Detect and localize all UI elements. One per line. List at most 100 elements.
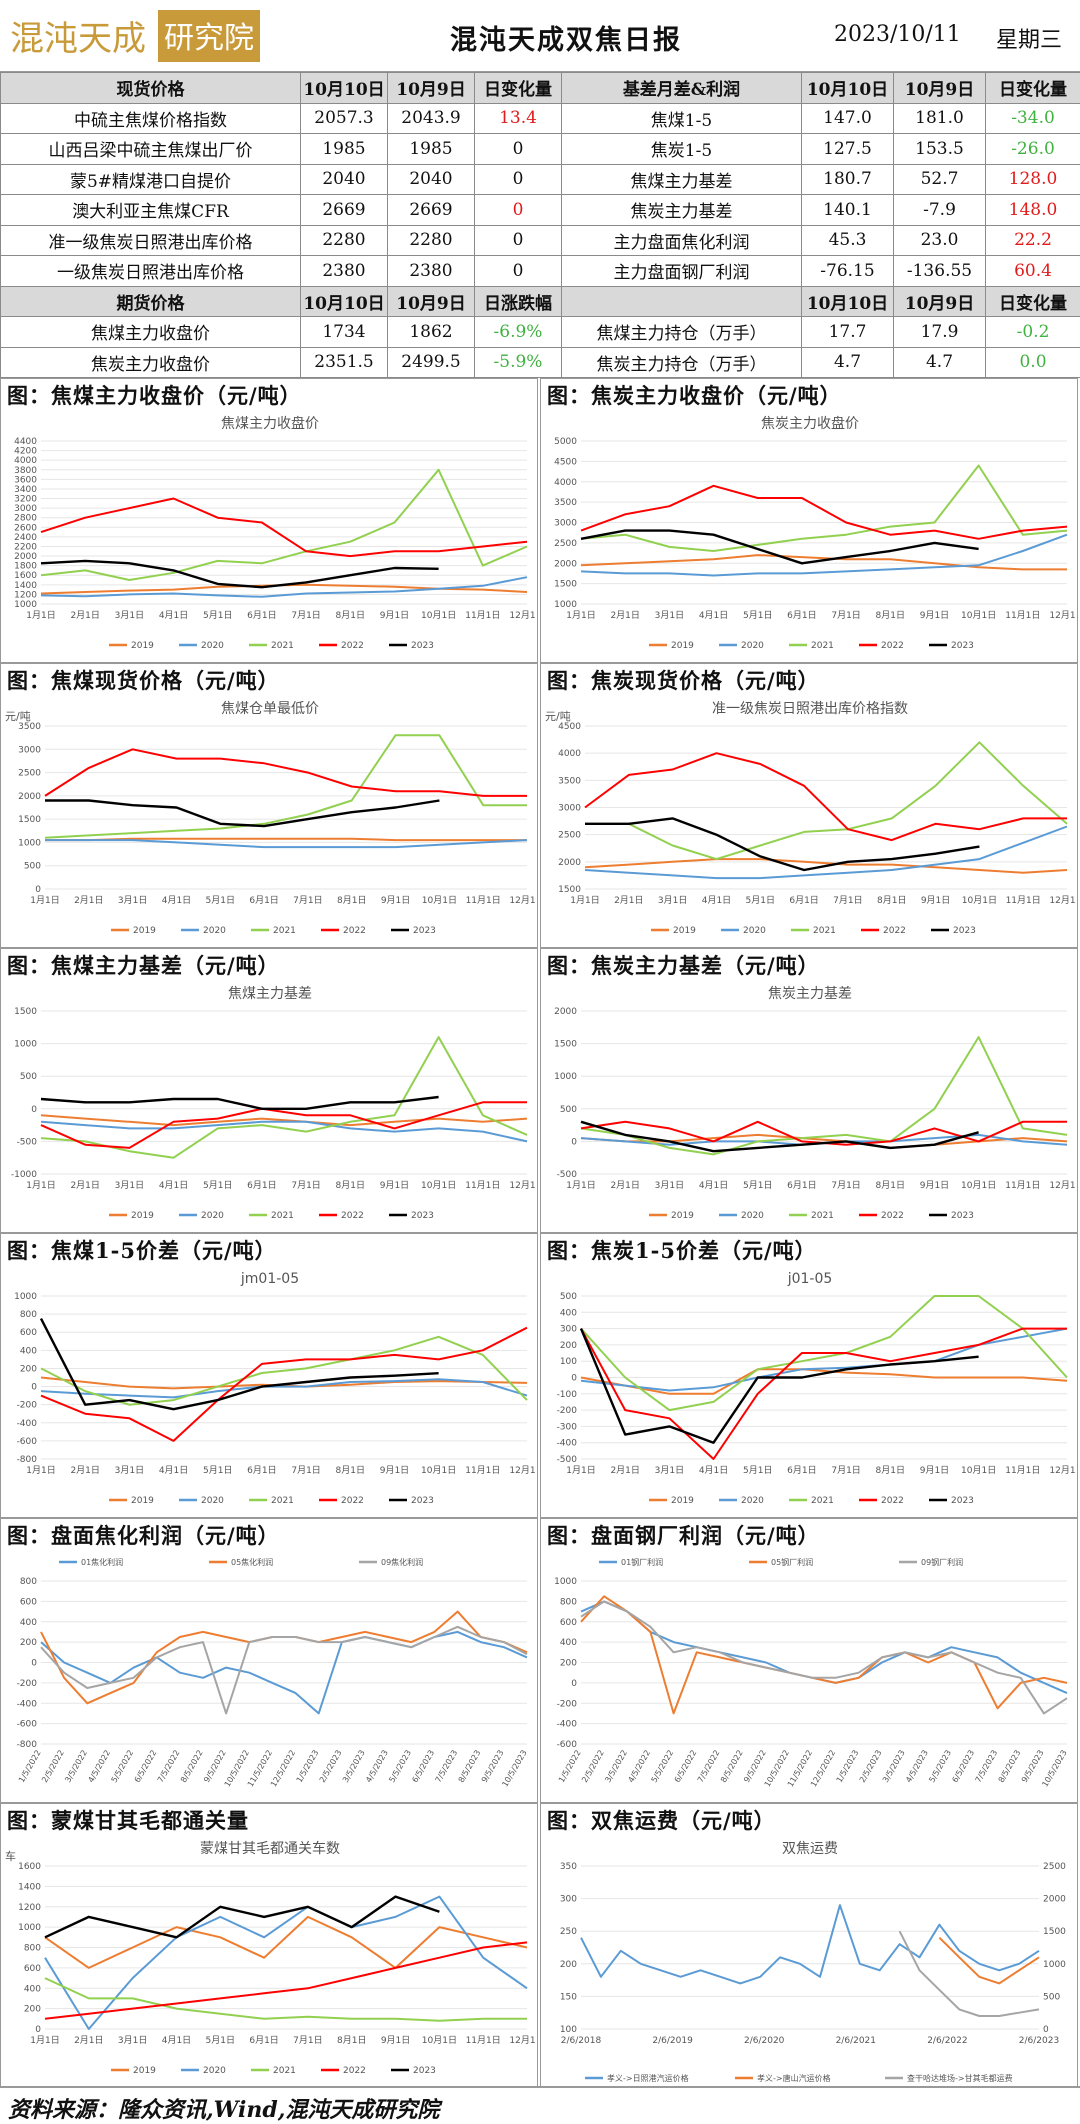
x-tick-label: 6月1日 xyxy=(789,895,818,906)
y-tick-label: 1600 xyxy=(18,1862,41,1872)
section-title: 图：焦煤主力收盘价（元/吨） xyxy=(7,380,302,410)
y-tick-label: 200 xyxy=(24,2005,41,2015)
y-tick-label: 1000 xyxy=(554,600,577,610)
header-cell: 10月10日 xyxy=(301,73,388,104)
y-tick-label: 1800 xyxy=(14,562,37,572)
y2-tick-label: 0 xyxy=(1043,2025,1049,2035)
series-line-查干哈达堆场->甘其毛都运费 xyxy=(900,1931,1039,2016)
x-tick-label: 11月1日 xyxy=(1006,895,1041,906)
y-tick-label: 4200 xyxy=(14,447,37,457)
series-line-2021 xyxy=(41,1037,527,1158)
y-tick-label: 2500 xyxy=(554,539,577,549)
x-tick-label: 3月1日 xyxy=(655,610,684,621)
section-title: 图：焦炭现货价格（元/吨） xyxy=(547,665,820,695)
legend-label: 2019 xyxy=(673,926,696,936)
chart-title: jm01-05 xyxy=(240,1271,299,1287)
chart-section-coke-spread: 图：焦炭1-5价差（元/吨）j01-05-500-400-300-200-100… xyxy=(540,1233,1078,1518)
header-cell xyxy=(562,286,802,317)
y-tick-label: 0 xyxy=(571,1679,577,1689)
series-line-2023 xyxy=(45,1897,439,1938)
table-cell: -7.9 xyxy=(894,195,986,226)
legend-label: 2020 xyxy=(201,641,224,651)
legend-label: 2022 xyxy=(881,1211,904,1221)
table-cell: 52.7 xyxy=(894,164,986,195)
x-tick-label: 7月1日 xyxy=(831,1465,860,1476)
series-line-2020 xyxy=(41,577,527,597)
table-cell: 2280 xyxy=(388,225,475,256)
table-cell: 127.5 xyxy=(802,134,894,165)
x-tick-label: 12月1日 xyxy=(509,610,538,621)
table-cell: 2351.5 xyxy=(301,347,388,378)
y-tick-label: -200 xyxy=(557,1699,578,1709)
legend-label: 2022 xyxy=(881,641,904,651)
y2-tick-label: 1000 xyxy=(1043,1960,1066,1970)
x-tick-label: 10月1日 xyxy=(961,610,996,621)
y-tick-label: 4000 xyxy=(554,478,577,488)
x-tick-label: 5月1日 xyxy=(746,895,775,906)
series-line-2020 xyxy=(41,1122,527,1142)
x-tick-label: 4/5/2022 xyxy=(626,1749,652,1785)
x-tick-label: 4月1日 xyxy=(702,895,731,906)
y-tick-label: 400 xyxy=(24,1984,41,1994)
legend-label: 2019 xyxy=(671,1496,694,1506)
x-tick-label: 12月1日 xyxy=(509,2035,538,2046)
table-cell: 焦炭1-5 xyxy=(562,134,802,165)
y-tick-label: 600 xyxy=(20,1597,37,1607)
header-cell: 10月10日 xyxy=(802,73,894,104)
legend-label: 2021 xyxy=(273,2066,296,2076)
header-cell: 期货价格 xyxy=(1,286,301,317)
x-tick-label: 8月1日 xyxy=(876,610,905,621)
x-tick-label: 1月1日 xyxy=(26,1465,55,1476)
chart-coke-close: 焦炭主力收盘价100015002000250030003500400045005… xyxy=(541,411,1078,663)
x-tick-label: 9月1日 xyxy=(381,895,410,906)
chart-title: 准一级焦炭日照港出库价格指数 xyxy=(712,701,908,717)
x-tick-label: 11月1日 xyxy=(465,1180,500,1191)
x-tick-label: 2/6/2020 xyxy=(744,2036,785,2046)
y-tick-label: 1400 xyxy=(18,1882,41,1892)
y-tick-label: 600 xyxy=(24,1964,41,1974)
x-tick-label: 6月1日 xyxy=(247,610,276,621)
y-tick-label: 400 xyxy=(20,1618,37,1628)
y-tick-label: 4500 xyxy=(558,722,581,732)
legend-label: 2021 xyxy=(811,1211,834,1221)
legend-label: 2019 xyxy=(131,1211,154,1221)
chart-coking-coal-spread: jm01-05-800-600-400-20002004006008001000… xyxy=(1,1266,538,1518)
table-cell: -6.9% xyxy=(475,317,562,348)
y-tick-label: 2000 xyxy=(554,559,577,569)
x-tick-label: 5月1日 xyxy=(743,1465,772,1476)
x-tick-label: 6月1日 xyxy=(787,610,816,621)
y-tick-label: 3200 xyxy=(14,495,37,505)
legend-label: 2019 xyxy=(133,926,156,936)
y-tick-label: 1000 xyxy=(554,1072,577,1082)
header-cell: 10月10日 xyxy=(802,286,894,317)
y-tick-label: -300 xyxy=(557,1422,578,1432)
x-tick-label: 9月1日 xyxy=(920,610,949,621)
x-tick-label: 11月1日 xyxy=(1005,1465,1040,1476)
x-tick-label: 1月1日 xyxy=(30,895,59,906)
table-cell: 2043.9 xyxy=(388,103,475,134)
series-line-2023 xyxy=(41,1097,439,1109)
footer: 资料来源：隆众资讯,Wind,混沌天成研究院 xyxy=(0,2086,1080,2122)
legend-label: 2021 xyxy=(813,926,836,936)
y-tick-label: 3600 xyxy=(14,475,37,485)
table-cell: 0 xyxy=(475,164,562,195)
table-cell: 17.9 xyxy=(894,317,986,348)
chart-title: 焦炭主力收盘价 xyxy=(761,415,859,432)
x-tick-label: 2/5/2022 xyxy=(40,1749,66,1785)
y-tick-label: 400 xyxy=(560,1308,577,1318)
y-tick-label: -400 xyxy=(557,1720,578,1730)
table-cell: 2040 xyxy=(388,164,475,195)
x-tick-label: 5/5/2022 xyxy=(110,1749,136,1785)
x-tick-label: 2月1日 xyxy=(610,1465,639,1476)
x-tick-label: 6/5/2022 xyxy=(133,1749,159,1785)
y-tick-label: 400 xyxy=(20,1346,37,1356)
y-tick-label: 2500 xyxy=(558,831,581,841)
x-tick-label: 7月1日 xyxy=(831,610,860,621)
x-tick-label: 2/5/2023 xyxy=(858,1749,884,1785)
legend-label: 2023 xyxy=(951,1496,974,1506)
series-line-2019 xyxy=(41,585,527,594)
legend-label: 2023 xyxy=(413,2066,436,2076)
